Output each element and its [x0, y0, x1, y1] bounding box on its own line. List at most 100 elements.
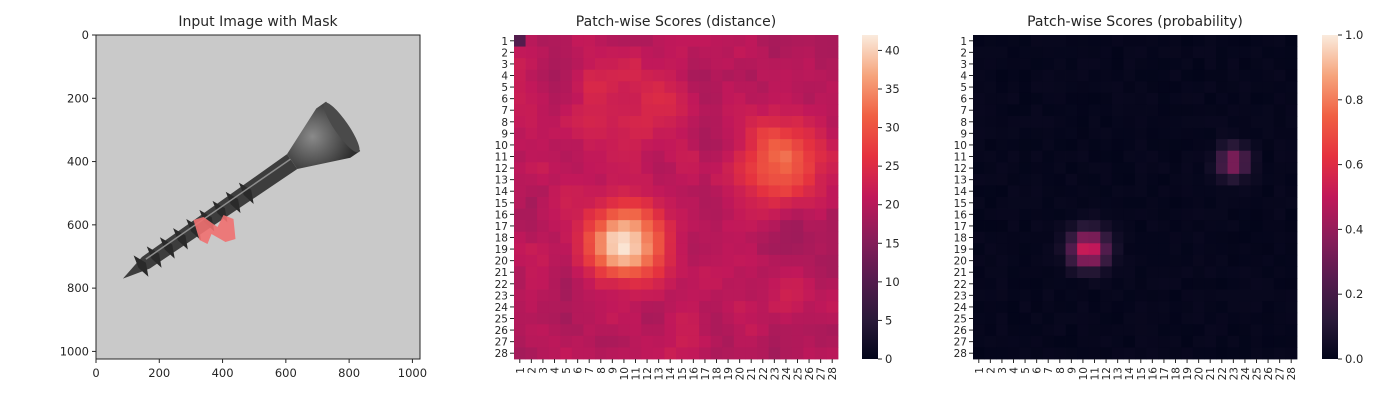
heatmap-cell: [803, 185, 816, 198]
heatmap-cell: [595, 324, 607, 337]
x-tick-label: 25: [793, 367, 805, 380]
heatmap-cell: [768, 254, 781, 267]
heatmap-cell: [514, 173, 526, 186]
heatmap-cell: [618, 150, 631, 163]
heatmap-cell: [687, 278, 700, 290]
y-tick-label: 14: [495, 186, 509, 198]
heatmap-cell: [560, 243, 573, 256]
heatmap-cell: [1088, 220, 1101, 233]
heatmap-cell: [1239, 289, 1252, 302]
heatmap-cell: [1123, 162, 1136, 175]
heatmap-cell: [1077, 231, 1090, 244]
heatmap-cell: [1158, 243, 1171, 256]
heatmap-cell: [548, 173, 561, 186]
heatmap-cell: [1123, 81, 1136, 94]
heatmap-cell: [733, 301, 746, 314]
y-tick-label: 8: [960, 117, 967, 129]
heatmap-cell: [1054, 173, 1066, 186]
heatmap-cell: [595, 243, 607, 256]
heatmap-cell: [676, 347, 688, 360]
heatmap-cell: [1262, 220, 1275, 233]
heatmap-cell: [768, 208, 781, 221]
heatmap-cell: [1019, 173, 1032, 186]
heatmap-cell: [996, 347, 1009, 360]
heatmap-cell: [826, 278, 839, 290]
heatmap-cell: [664, 92, 677, 105]
heatmap-cell: [537, 92, 550, 105]
x-tick-label: 16: [688, 367, 700, 381]
heatmap-cell: [1146, 266, 1159, 279]
heatmap-cell: [814, 58, 827, 71]
heatmap-cell: [1216, 278, 1228, 290]
heatmap-cell: [722, 150, 735, 163]
heatmap-cell: [583, 150, 596, 163]
heatmap-cell: [973, 150, 985, 163]
heatmap-cell: [722, 254, 735, 267]
heatmap-cell: [984, 208, 997, 221]
heatmap-cell: [973, 58, 985, 71]
heatmap-cell: [722, 243, 735, 256]
heatmap-cell: [652, 46, 665, 59]
y-tick-label: 20: [495, 256, 508, 268]
heatmap-cell: [1204, 243, 1217, 256]
heatmap-cell: [629, 254, 642, 267]
heatmap-cell: [1030, 173, 1043, 186]
heatmap-cell: [1227, 92, 1240, 105]
heatmap-cell: [1007, 173, 1020, 186]
heatmap-cell: [676, 173, 688, 186]
heatmap-cell: [803, 324, 816, 337]
heatmap-cell: [583, 231, 596, 244]
heatmap-cell: [652, 220, 665, 233]
colorbar-tick-label: 35: [885, 82, 900, 96]
heatmap-cell: [1192, 185, 1205, 198]
heatmap-cell: [629, 347, 642, 360]
heatmap-cell: [996, 208, 1009, 221]
heatmap-cell: [595, 92, 607, 105]
heatmap-cell: [1204, 197, 1217, 209]
heatmap-cell: [560, 266, 573, 279]
y-tick-label: 23: [495, 290, 508, 302]
heatmap-cell: [1273, 301, 1286, 314]
heatmap-cell: [745, 104, 758, 117]
heatmap-cell: [1262, 301, 1275, 314]
heatmap-cell: [1146, 208, 1159, 221]
heatmap-cell: [826, 116, 839, 128]
heatmap-cell: [1273, 312, 1286, 325]
heatmap-cell: [973, 139, 985, 152]
heatmap-cell: [1273, 127, 1286, 140]
heatmap-cell: [1054, 278, 1066, 290]
heatmap-cell: [525, 208, 538, 221]
heatmap-cell: [791, 46, 804, 59]
heatmap-cell: [1065, 104, 1078, 117]
heatmap-cell: [1273, 220, 1286, 233]
heatmap-cell: [548, 231, 561, 244]
heatmap-cell: [537, 69, 550, 82]
heatmap-cell: [699, 185, 712, 198]
heatmap-cell: [595, 231, 607, 244]
heatmap-cell: [768, 197, 781, 209]
x-tick-label: 11: [631, 367, 643, 380]
heatmap-cell: [710, 139, 723, 152]
heatmap-cell: [757, 335, 769, 348]
heatmap-cell: [1042, 220, 1055, 233]
heatmap-cell: [1239, 208, 1252, 221]
heatmap-cell: [1019, 139, 1032, 152]
heatmap-cell: [1273, 150, 1286, 163]
x-tick-label: 21: [746, 367, 758, 380]
heatmap-cell: [733, 173, 746, 186]
heatmap-cell: [1158, 92, 1171, 105]
y-tick-label: 3: [960, 59, 967, 71]
heatmap-cell: [826, 197, 839, 209]
colorbar-tick-label: 0.6: [1345, 158, 1363, 172]
heatmap-cell: [826, 35, 839, 47]
heatmap-cell: [1077, 150, 1090, 163]
heatmap-cell: [641, 150, 654, 163]
colorbar-tick-label: 0.8: [1345, 93, 1363, 107]
heatmap-cell: [768, 231, 781, 244]
heatmap-cell: [1030, 185, 1043, 198]
heatmap-cell: [1042, 46, 1055, 59]
heatmap-cell: [1273, 254, 1286, 267]
heatmap-cell: [710, 116, 723, 128]
heatmap-cell: [1227, 208, 1240, 221]
heatmap-cell: [618, 92, 631, 105]
